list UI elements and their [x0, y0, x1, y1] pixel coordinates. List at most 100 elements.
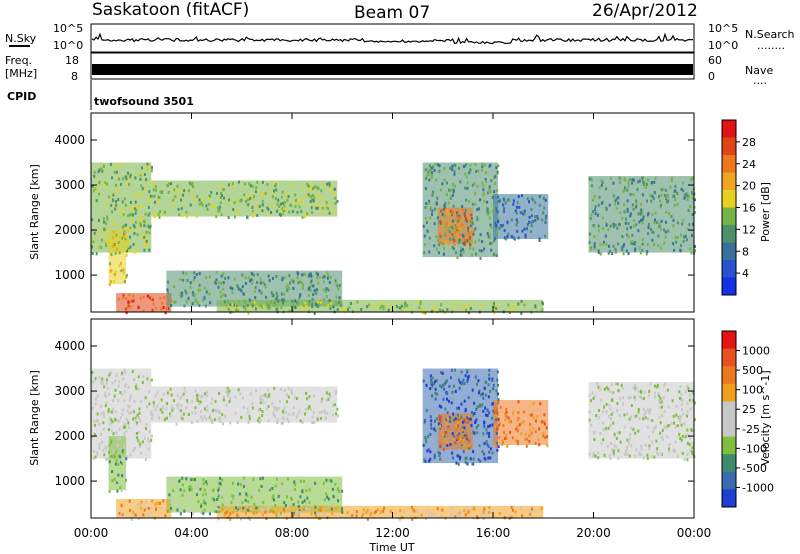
data-cell: [432, 165, 435, 169]
data-cell: [626, 199, 629, 203]
data-cell: [297, 281, 300, 285]
data-cell: [140, 219, 142, 222]
data-cell: [160, 307, 163, 311]
data-cell: [514, 510, 517, 514]
data-cell: [348, 305, 351, 309]
data-cell: [121, 408, 124, 412]
data-cell: [143, 508, 146, 512]
data-cell: [227, 276, 230, 280]
data-cell: [258, 421, 261, 425]
data-cell: [247, 198, 249, 202]
data-cell: [270, 205, 273, 208]
data-cell: [599, 252, 602, 256]
data-cell: [227, 504, 230, 508]
data-cell: [659, 199, 662, 203]
data-cell: [594, 205, 597, 209]
data-cell: [124, 247, 127, 251]
data-cell: [268, 279, 271, 283]
data-cell: [238, 300, 241, 304]
data-cell: [134, 220, 137, 224]
data-cell: [413, 509, 416, 513]
data-cell: [123, 371, 126, 375]
data-cell: [516, 229, 519, 233]
data-cell: [132, 204, 135, 208]
data-cell: [98, 443, 101, 447]
data-cell: [333, 403, 336, 407]
data-cell: [104, 393, 107, 397]
data-cell: [612, 194, 615, 198]
data-cell: [478, 403, 481, 407]
data-cell: [448, 243, 451, 247]
data-cell: [306, 397, 308, 401]
data-cell: [517, 236, 520, 240]
colorbar-tick-label: 20: [742, 180, 756, 193]
data-cell: [622, 244, 625, 248]
data-cell: [241, 396, 244, 400]
data-cell: [110, 269, 113, 273]
data-cell: [188, 189, 191, 193]
data-cell: [463, 212, 466, 216]
nave-dots: ....: [753, 74, 767, 87]
data-cell: [668, 449, 671, 453]
data-cell: [109, 251, 112, 255]
data-cell: [131, 207, 134, 211]
data-cell: [245, 282, 247, 285]
data-cell: [268, 488, 271, 492]
data-cell: [424, 418, 427, 422]
data-cell: [686, 410, 689, 414]
data-cell: [115, 170, 118, 174]
data-cell: [682, 239, 685, 243]
data-cell: [230, 501, 233, 505]
data-cell: [186, 496, 189, 500]
data-cell: [147, 447, 150, 451]
data-cell: [494, 429, 497, 432]
data-cell: [466, 437, 469, 441]
data-cell: [266, 183, 269, 186]
data-cell: [503, 430, 505, 434]
data-cell: [488, 510, 491, 514]
data-cell: [497, 417, 500, 421]
data-cell: [622, 252, 625, 256]
data-cell: [185, 300, 188, 304]
data-cell: [593, 194, 596, 198]
data-cell: [490, 241, 493, 245]
data-cell: [108, 460, 111, 464]
data-cell: [460, 370, 463, 374]
data-cell: [674, 198, 677, 201]
data-cell: [644, 416, 647, 420]
data-cell: [429, 374, 432, 378]
data-cell: [298, 297, 301, 301]
data-cell: [263, 394, 266, 398]
colorbar-cell: [722, 454, 736, 473]
data-cell: [279, 400, 281, 403]
data-cell: [229, 512, 232, 516]
data-cell: [307, 287, 310, 291]
data-cell: [125, 457, 128, 461]
data-cell: [141, 380, 144, 384]
data-cell: [521, 514, 524, 518]
data-cell: [632, 224, 635, 228]
data-cell: [654, 176, 657, 180]
data-cell: [337, 287, 340, 291]
data-cell: [488, 233, 491, 237]
data-cell: [610, 383, 613, 386]
data-cell: [460, 402, 463, 406]
data-cell: [243, 193, 246, 197]
freq-label-line1: Freq.: [5, 54, 32, 67]
data-cell: [599, 242, 602, 246]
nsky-tick-top: 10^5: [53, 22, 83, 35]
data-cell: [612, 421, 615, 425]
data-cell: [219, 476, 221, 480]
data-cell: [175, 422, 178, 426]
data-cell: [98, 447, 101, 450]
data-cell: [430, 175, 433, 179]
data-cell: [163, 417, 166, 421]
data-cell: [167, 391, 169, 395]
data-cell: [641, 218, 644, 222]
data-cell: [178, 479, 181, 483]
data-cell: [495, 431, 498, 435]
data-cell: [260, 394, 263, 398]
data-cell: [631, 233, 634, 237]
data-cell: [463, 241, 466, 245]
data-cell: [100, 167, 103, 171]
